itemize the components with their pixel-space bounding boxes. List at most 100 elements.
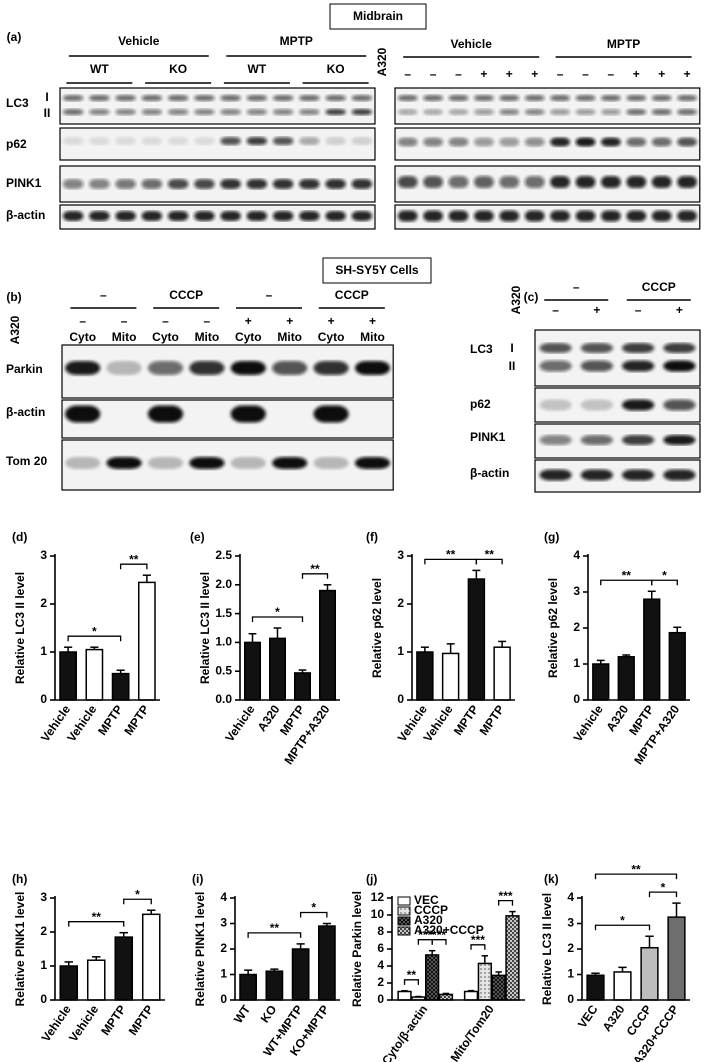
blot-band bbox=[141, 95, 163, 101]
blot-band bbox=[677, 210, 698, 222]
blot-band bbox=[351, 95, 373, 101]
significance-bracket bbox=[594, 873, 678, 880]
label: – bbox=[582, 67, 589, 81]
blot-band bbox=[626, 176, 647, 188]
blot-band bbox=[663, 399, 696, 411]
blot-band bbox=[313, 361, 349, 375]
blot-band bbox=[194, 211, 215, 221]
blot-frame bbox=[59, 165, 376, 203]
blot-band bbox=[62, 95, 84, 101]
y-tick-label: 1.0 bbox=[215, 635, 232, 649]
bar bbox=[59, 965, 79, 1001]
blot-band bbox=[473, 210, 494, 222]
blot-band bbox=[246, 109, 268, 115]
x-tick-label: MPTP bbox=[451, 703, 482, 738]
panel-label: (f) bbox=[366, 530, 378, 544]
blot-frame bbox=[394, 204, 701, 230]
y-axis-label: Relative LC3 II level bbox=[540, 893, 554, 1005]
significance-label: * bbox=[662, 568, 667, 582]
bar bbox=[416, 651, 434, 701]
label: Cyto bbox=[318, 330, 345, 344]
bar bbox=[463, 990, 479, 1001]
label: + bbox=[633, 67, 640, 81]
bar bbox=[111, 672, 130, 701]
significance-label: ** bbox=[631, 862, 641, 876]
blot-band bbox=[189, 457, 225, 469]
label: – bbox=[204, 314, 211, 328]
y-tick-label: 3 bbox=[40, 890, 47, 904]
significance-label: ** bbox=[92, 910, 102, 924]
blot-band bbox=[272, 137, 294, 145]
blot-band bbox=[473, 95, 494, 101]
blot-band bbox=[167, 95, 189, 101]
panel-label: (k) bbox=[544, 872, 559, 886]
significance-bracket bbox=[67, 635, 122, 642]
label: – bbox=[608, 67, 615, 81]
bar bbox=[643, 598, 661, 701]
y-axis-label: Relative PINK1 level bbox=[13, 892, 27, 1007]
bar bbox=[397, 990, 412, 1001]
label: + bbox=[245, 314, 252, 328]
y-tick-label: 1.5 bbox=[215, 606, 232, 620]
legend-label: VEC bbox=[414, 893, 439, 907]
y-tick-label: 2.0 bbox=[215, 577, 232, 591]
blot-band bbox=[167, 137, 189, 145]
label: Vehicle bbox=[451, 37, 493, 51]
blot-band bbox=[622, 399, 655, 411]
blot-band bbox=[622, 343, 655, 353]
label: WT bbox=[90, 62, 109, 76]
blot-band bbox=[575, 210, 596, 222]
bar bbox=[592, 663, 610, 701]
blot-band bbox=[600, 95, 621, 101]
label: + bbox=[369, 314, 376, 328]
significance-label: ** bbox=[407, 968, 417, 982]
blot-band bbox=[448, 95, 469, 101]
x-tick-label: Cyto/β-actin bbox=[379, 1003, 430, 1062]
significance-bracket bbox=[247, 932, 302, 938]
blot-band bbox=[246, 95, 268, 101]
blot-band bbox=[89, 179, 110, 189]
blot-band bbox=[423, 210, 444, 222]
y-tick-label: 2.5 bbox=[215, 548, 232, 562]
y-tick-label: 3 bbox=[397, 548, 404, 562]
blot-frame bbox=[394, 127, 701, 161]
y-tick-label: 2 bbox=[40, 924, 47, 938]
blot-band bbox=[220, 211, 241, 221]
bar bbox=[141, 913, 161, 1001]
blot-band bbox=[524, 137, 545, 147]
label: + bbox=[593, 303, 600, 317]
blot-band bbox=[622, 435, 655, 445]
significance-label: * bbox=[135, 887, 140, 901]
blot-band bbox=[115, 211, 136, 221]
blot-band bbox=[325, 179, 346, 189]
bar bbox=[114, 936, 134, 1001]
significance-bracket bbox=[68, 921, 125, 927]
x-tick-label: Mito/Tom20 bbox=[448, 1002, 497, 1062]
y-tick-label: 2 bbox=[397, 596, 404, 610]
blot-band bbox=[539, 469, 572, 481]
y-tick-label: 3 bbox=[573, 584, 580, 598]
bar bbox=[269, 637, 286, 701]
bar bbox=[467, 578, 486, 701]
y-tick-label: 0 bbox=[397, 692, 404, 706]
blot-band bbox=[115, 95, 136, 101]
bar bbox=[493, 646, 511, 701]
blot-band bbox=[600, 137, 621, 147]
blot-band bbox=[299, 211, 320, 221]
blot-frame bbox=[534, 329, 701, 387]
y-tick-label: 2 bbox=[377, 975, 384, 989]
blot-band bbox=[448, 137, 469, 147]
label: LC3 bbox=[470, 342, 493, 356]
blot-band bbox=[147, 405, 184, 423]
blot-band bbox=[299, 137, 320, 145]
blot-band bbox=[194, 95, 215, 101]
y-tick-label: 6 bbox=[377, 941, 384, 955]
label: β-actin bbox=[470, 466, 509, 480]
blot-band bbox=[115, 179, 136, 189]
blot-band bbox=[448, 109, 469, 115]
panel-label: (h) bbox=[12, 872, 27, 886]
y-tick-label: 1 bbox=[573, 656, 580, 670]
blot-band bbox=[550, 109, 571, 115]
